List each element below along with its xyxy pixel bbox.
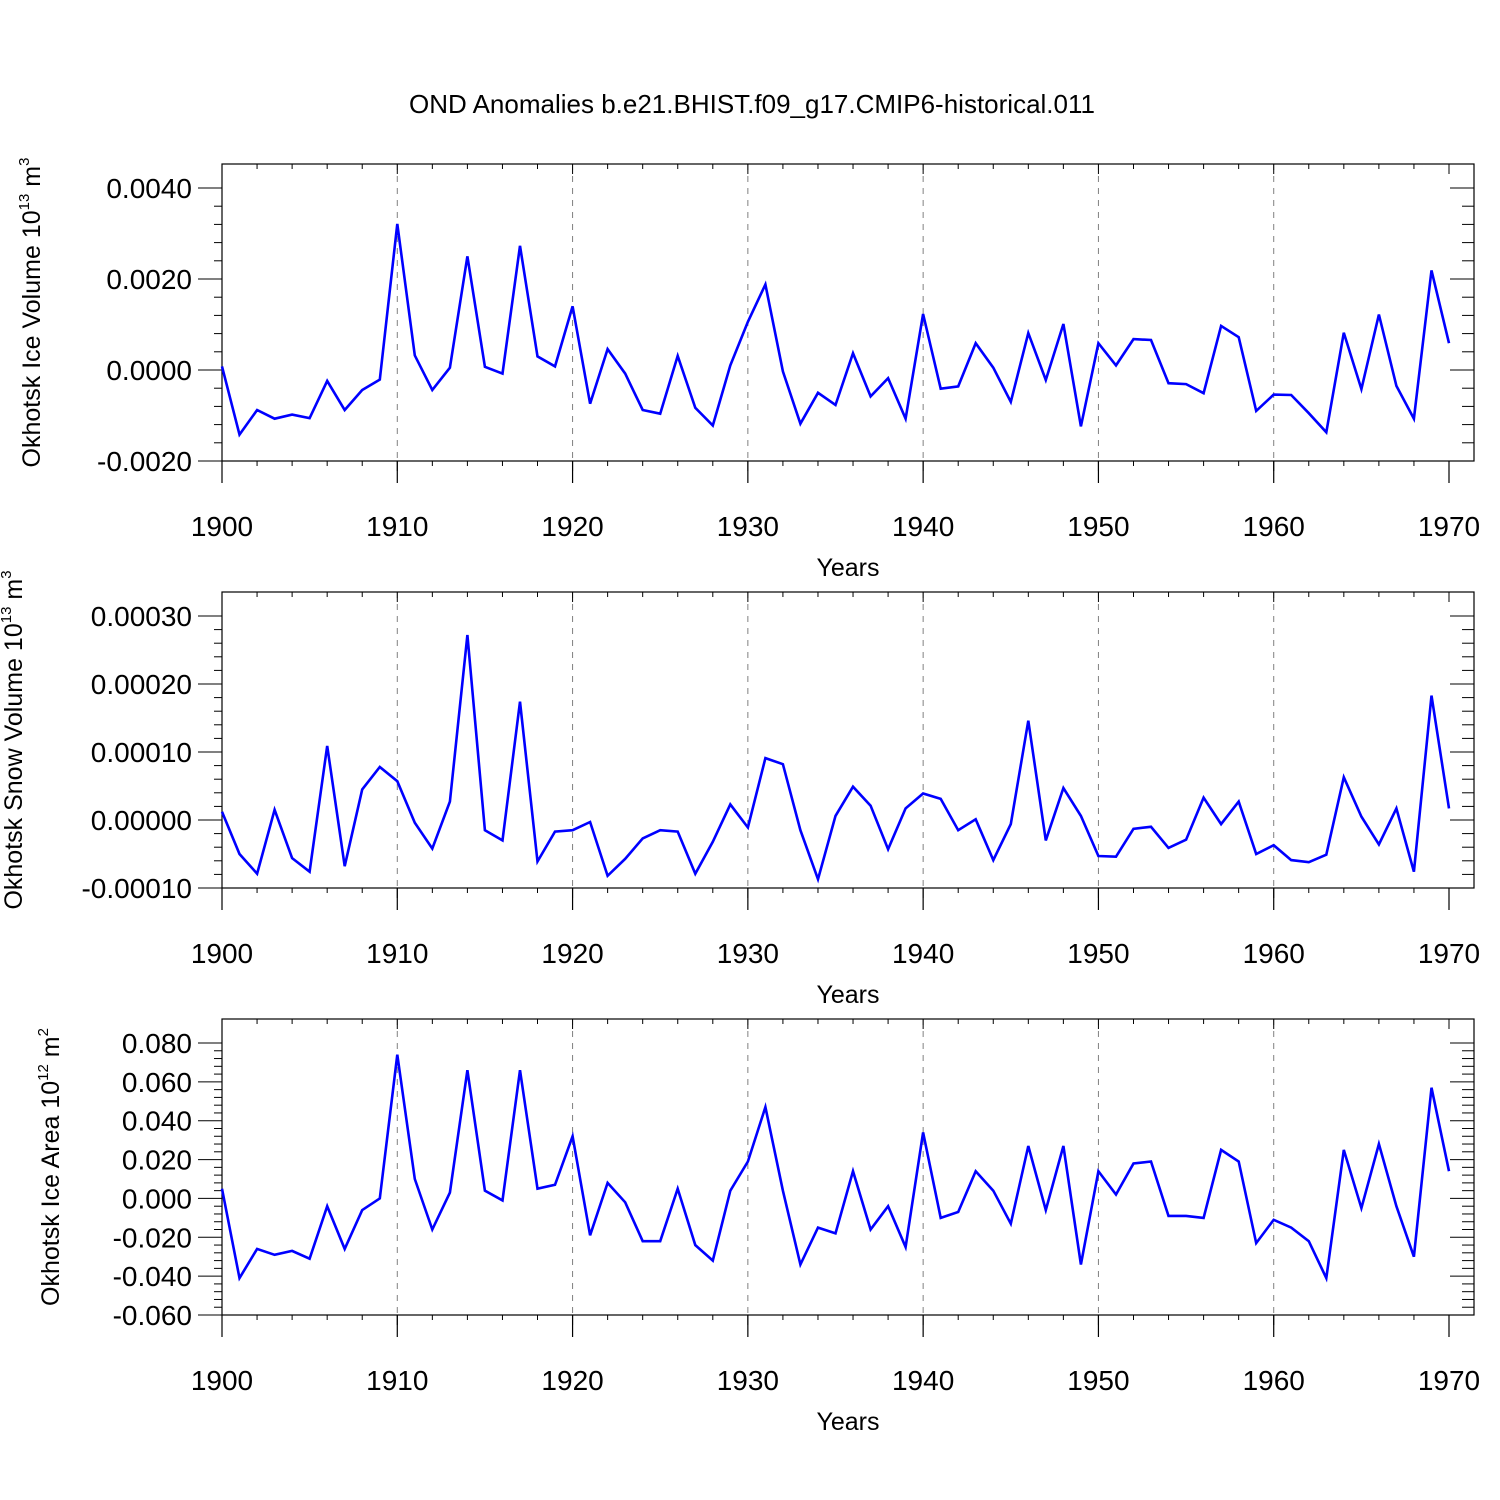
x-tick-label: 1900 <box>191 511 253 542</box>
x-tick-label: 1930 <box>717 511 779 542</box>
panel-1: 1900 1910 1920 1930 1940 1950 1960 1970 -0.0020 0… <box>16 158 1480 582</box>
x-tick-label: 1950 <box>1067 1365 1129 1396</box>
y-tick-label: 0.00010 <box>91 737 192 768</box>
y-axis-label: Okhotsk Ice Volume 1013 m3 <box>16 158 46 468</box>
y-axis-label: Okhotsk Snow Volume 1013 m3 <box>0 570 28 909</box>
x-tick-label: 1930 <box>717 938 779 969</box>
y-tick-label: 0.080 <box>122 1028 192 1059</box>
x-tick-label: 1910 <box>366 938 428 969</box>
panel-3: 1900 1910 1920 1930 1940 1950 1960 1970 -0.060 -0… <box>35 1018 1480 1436</box>
series-line <box>220 223 1451 438</box>
y-tick-label: 0.0000 <box>106 355 192 386</box>
series-line <box>220 1054 1451 1283</box>
y-tick-label: -0.020 <box>113 1222 192 1253</box>
plot-frame <box>221 163 1475 462</box>
y-tick-label: -0.060 <box>113 1300 192 1331</box>
y-tick-label: 0.0020 <box>106 264 192 295</box>
y-tick-label: 0.0040 <box>106 173 192 204</box>
x-axis-label: Years <box>816 1408 879 1436</box>
x-tick-label: 1960 <box>1243 1365 1305 1396</box>
y-tick-label: 0.020 <box>122 1145 192 1176</box>
figure-title: OND Anomalies b.e21.BHIST.f09_g17.CMIP6-… <box>409 89 1095 119</box>
x-tick-label: 1960 <box>1243 938 1305 969</box>
y-tick-label: 0.040 <box>122 1106 192 1137</box>
y-tick-label: -0.0020 <box>97 446 192 477</box>
x-tick-label: 1920 <box>541 1365 603 1396</box>
x-tick-label: 1910 <box>366 1365 428 1396</box>
plot-frame <box>221 1018 1475 1316</box>
panel-2: 1900 1910 1920 1930 1940 1950 1960 1970 -0.00010… <box>0 570 1480 1009</box>
y-tick-label: -0.040 <box>113 1261 192 1292</box>
x-axis-label: Years <box>816 981 879 1009</box>
x-tick-label: 1930 <box>717 1365 779 1396</box>
y-tick-label: 0.060 <box>122 1067 192 1098</box>
y-tick-label: 0.000 <box>122 1183 192 1214</box>
series-line <box>220 634 1451 884</box>
plot-frame <box>221 591 1475 889</box>
y-tick-label: -0.00010 <box>81 873 192 904</box>
x-tick-label: 1920 <box>541 511 603 542</box>
x-tick-label: 1900 <box>191 1365 253 1396</box>
y-tick-label: 0.00000 <box>91 805 192 836</box>
x-tick-label: 1950 <box>1067 511 1129 542</box>
x-tick-label: 1950 <box>1067 938 1129 969</box>
y-axis-label: Okhotsk Ice Area 1012 m2 <box>35 1028 65 1306</box>
x-tick-label: 1960 <box>1243 511 1305 542</box>
x-tick-label: 1970 <box>1418 938 1480 969</box>
x-tick-label: 1940 <box>892 1365 954 1396</box>
x-tick-label: 1910 <box>366 511 428 542</box>
x-tick-label: 1970 <box>1418 511 1480 542</box>
x-tick-label: 1900 <box>191 938 253 969</box>
x-tick-label: 1940 <box>892 511 954 542</box>
x-tick-label: 1940 <box>892 938 954 969</box>
x-tick-label: 1920 <box>541 938 603 969</box>
chart-panels: 1900 1910 1920 1930 1940 1950 1960 1970 -0.0020 0… <box>0 158 1480 1436</box>
y-tick-label: 0.00020 <box>91 669 192 700</box>
x-tick-label: 1970 <box>1418 1365 1480 1396</box>
y-tick-label: 0.00030 <box>91 601 192 632</box>
x-axis-label: Years <box>816 554 879 582</box>
